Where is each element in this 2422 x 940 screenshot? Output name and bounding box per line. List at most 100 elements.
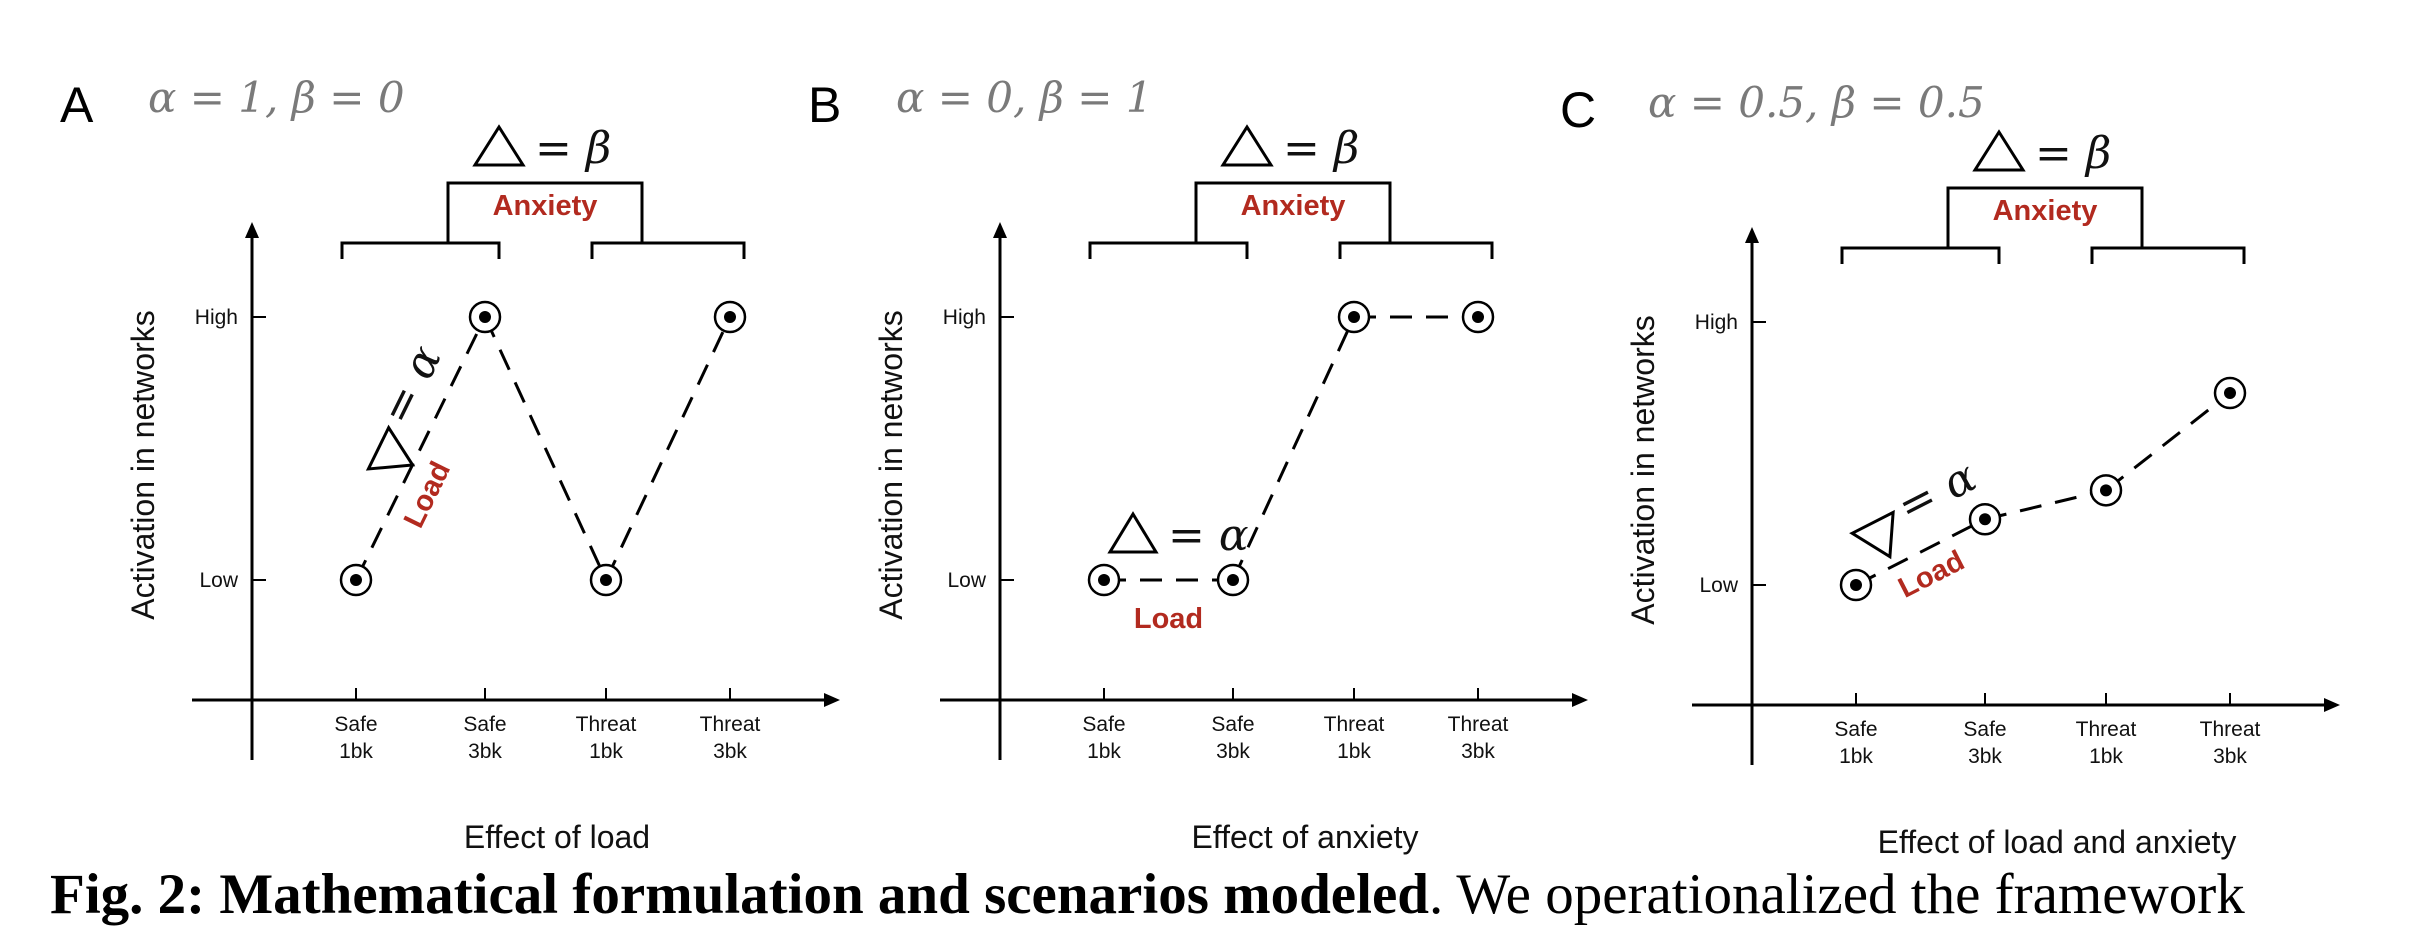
safe-bracket — [1840, 246, 2001, 264]
safe-bracket — [1088, 241, 1249, 259]
x-tick-label: Threat — [576, 713, 637, 736]
y-axis-label: Activation in networks — [873, 310, 909, 619]
threat-bracket — [590, 241, 746, 259]
y-tick-label: High — [1695, 311, 1738, 334]
beta-label: = β — [535, 123, 611, 174]
anxiety-bracket — [1946, 186, 2144, 248]
panel-params: α = 0.5, β = 0.5 — [1648, 78, 1985, 127]
x-tick-label: Threat — [2200, 718, 2261, 741]
x-tick-label: Threat — [2076, 718, 2137, 741]
data-point — [479, 311, 491, 323]
x-axis-label: Effect of anxiety — [1191, 819, 1418, 855]
data-point — [1850, 579, 1862, 591]
data-point — [724, 311, 736, 323]
x-tick-label: 3bk — [1216, 740, 1250, 763]
delta-icon — [1849, 509, 1895, 560]
x-tick-label: 3bk — [1968, 745, 2002, 768]
data-line-segment — [1231, 316, 1356, 581]
threat-bracket — [1338, 241, 1494, 259]
y-axis-arrow — [1745, 227, 1759, 243]
x-tick-label: Safe — [1082, 713, 1125, 736]
y-tick-label: Low — [199, 569, 238, 592]
anxiety-label: Anxiety — [1241, 190, 1346, 222]
x-tick-label: Safe — [1963, 718, 2006, 741]
data-point — [2100, 484, 2112, 497]
x-tick-label: 3bk — [1461, 740, 1495, 763]
delta-icon — [1972, 129, 2026, 172]
threat-bracket — [2090, 246, 2246, 264]
data-line-segment — [483, 316, 608, 581]
panel-letter: A — [60, 77, 94, 133]
y-axis-arrow — [993, 222, 1007, 238]
data-point — [1227, 574, 1239, 586]
x-tick-label: 3bk — [2213, 745, 2247, 768]
anxiety-bracket — [1194, 181, 1392, 243]
x-axis-arrow — [1572, 693, 1588, 707]
data-line-segment — [1984, 488, 2107, 521]
beta-label: = β — [1283, 123, 1359, 174]
data-line-segment — [354, 316, 487, 581]
load-label: Load — [1134, 603, 1203, 635]
x-axis-arrow — [2324, 698, 2340, 712]
panel-letter: B — [808, 77, 841, 133]
data-line-segment — [1855, 517, 1986, 587]
data-point — [350, 574, 362, 586]
x-tick-label: 1bk — [339, 740, 373, 763]
delta-icon — [1107, 511, 1159, 554]
alpha-annotation: = α — [365, 338, 452, 471]
caption-rest: . We operationalized the framework — [1428, 863, 2245, 926]
x-tick-label: 3bk — [713, 740, 747, 763]
y-tick-label: Low — [1699, 574, 1738, 597]
figure-caption: Fig. 2: Mathematical formulation and sce… — [50, 866, 2410, 923]
data-point — [600, 574, 612, 586]
y-tick-label: High — [195, 306, 238, 329]
data-point — [2224, 387, 2236, 400]
x-tick-label: 3bk — [468, 740, 502, 763]
x-tick-label: Threat — [700, 713, 761, 736]
delta-icon — [472, 124, 526, 167]
caption-bold: Fig. 2: Mathematical formulation and sce… — [50, 863, 1429, 926]
data-point — [1472, 311, 1484, 323]
x-tick-label: Safe — [1834, 718, 1877, 741]
x-tick-label: 1bk — [589, 740, 623, 763]
x-axis-label: Effect of load — [464, 819, 650, 855]
safe-bracket — [340, 241, 501, 259]
y-axis-label: Activation in networks — [125, 310, 161, 619]
anxiety-label: Anxiety — [493, 190, 598, 222]
x-tick-label: Safe — [463, 713, 506, 736]
delta-icon — [365, 424, 416, 471]
panel-letter: C — [1560, 82, 1596, 138]
data-point — [1098, 574, 1110, 586]
y-axis-label: Activation in networks — [1625, 315, 1661, 624]
y-axis-arrow — [245, 222, 259, 238]
anxiety-bracket — [446, 181, 644, 243]
data-point — [1979, 513, 1991, 526]
y-tick-label: High — [943, 306, 986, 329]
load-label: Load — [1893, 545, 1969, 605]
x-tick-label: Safe — [1211, 713, 1254, 736]
delta-icon — [1220, 124, 1274, 167]
panel-params: α = 0, β = 1 — [896, 73, 1153, 122]
x-tick-label: Threat — [1448, 713, 1509, 736]
panel-params: α = 1, β = 0 — [148, 73, 405, 122]
beta-label: = β — [2035, 128, 2111, 179]
load-label: Load — [398, 457, 457, 533]
x-tick-label: Threat — [1324, 713, 1385, 736]
x-axis-label: Effect of load and anxiety — [1878, 824, 2237, 860]
anxiety-label: Anxiety — [1993, 195, 2098, 227]
x-tick-label: 1bk — [1839, 745, 1873, 768]
data-line-segment — [604, 316, 732, 581]
x-axis-arrow — [824, 693, 840, 707]
alpha-annotation: = α — [1849, 451, 1984, 560]
data-line-segment — [2105, 391, 2231, 492]
y-tick-label: Low — [947, 569, 986, 592]
x-tick-label: 1bk — [1087, 740, 1121, 763]
x-tick-label: 1bk — [2089, 745, 2123, 768]
x-tick-label: 1bk — [1337, 740, 1371, 763]
alpha-label: = α — [371, 338, 452, 433]
data-point — [1348, 311, 1360, 323]
